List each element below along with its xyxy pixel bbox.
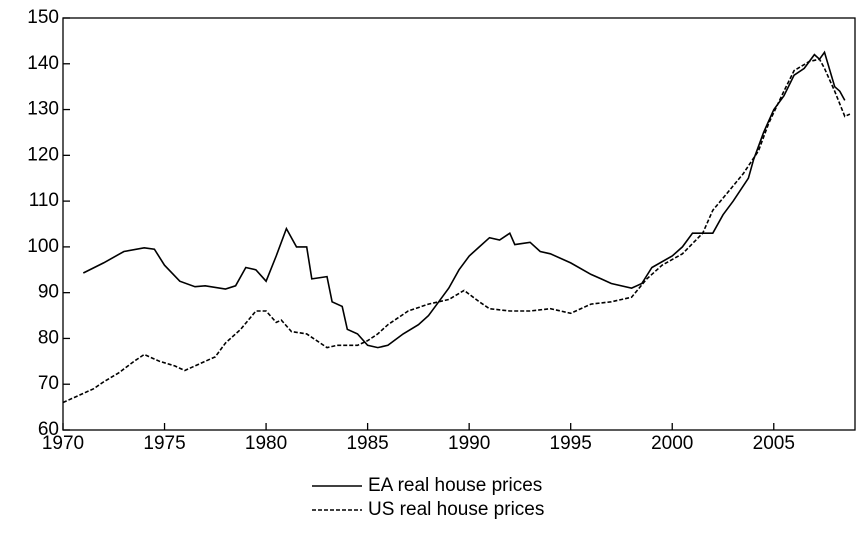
- legend-label: US real house prices: [368, 499, 544, 520]
- y-tick-label: 140: [27, 53, 59, 74]
- y-tick-label: 150: [27, 7, 59, 28]
- x-tick-label: 1980: [245, 433, 287, 454]
- x-tick-label: 2000: [651, 433, 693, 454]
- legend-label: EA real house prices: [368, 475, 542, 496]
- x-tick-label: 1985: [346, 433, 388, 454]
- y-tick-label: 130: [27, 99, 59, 120]
- x-tick-label: 1975: [143, 433, 185, 454]
- y-tick-label: 70: [38, 373, 59, 394]
- y-tick-label: 110: [29, 190, 59, 211]
- y-tick-label: 100: [27, 236, 59, 257]
- x-tick-label: 1970: [42, 433, 84, 454]
- series-line: [82, 50, 846, 349]
- plot-frame: [62, 17, 856, 431]
- series-line: [62, 58, 851, 404]
- x-tick-label: 2005: [753, 433, 795, 454]
- y-tick-label: 80: [38, 327, 59, 348]
- x-tick-label: 1995: [550, 433, 592, 454]
- x-tick-label: 1990: [448, 433, 490, 454]
- y-tick-label: 120: [27, 144, 59, 165]
- y-tick-label: 60: [38, 419, 59, 440]
- y-tick-label: 90: [38, 282, 59, 303]
